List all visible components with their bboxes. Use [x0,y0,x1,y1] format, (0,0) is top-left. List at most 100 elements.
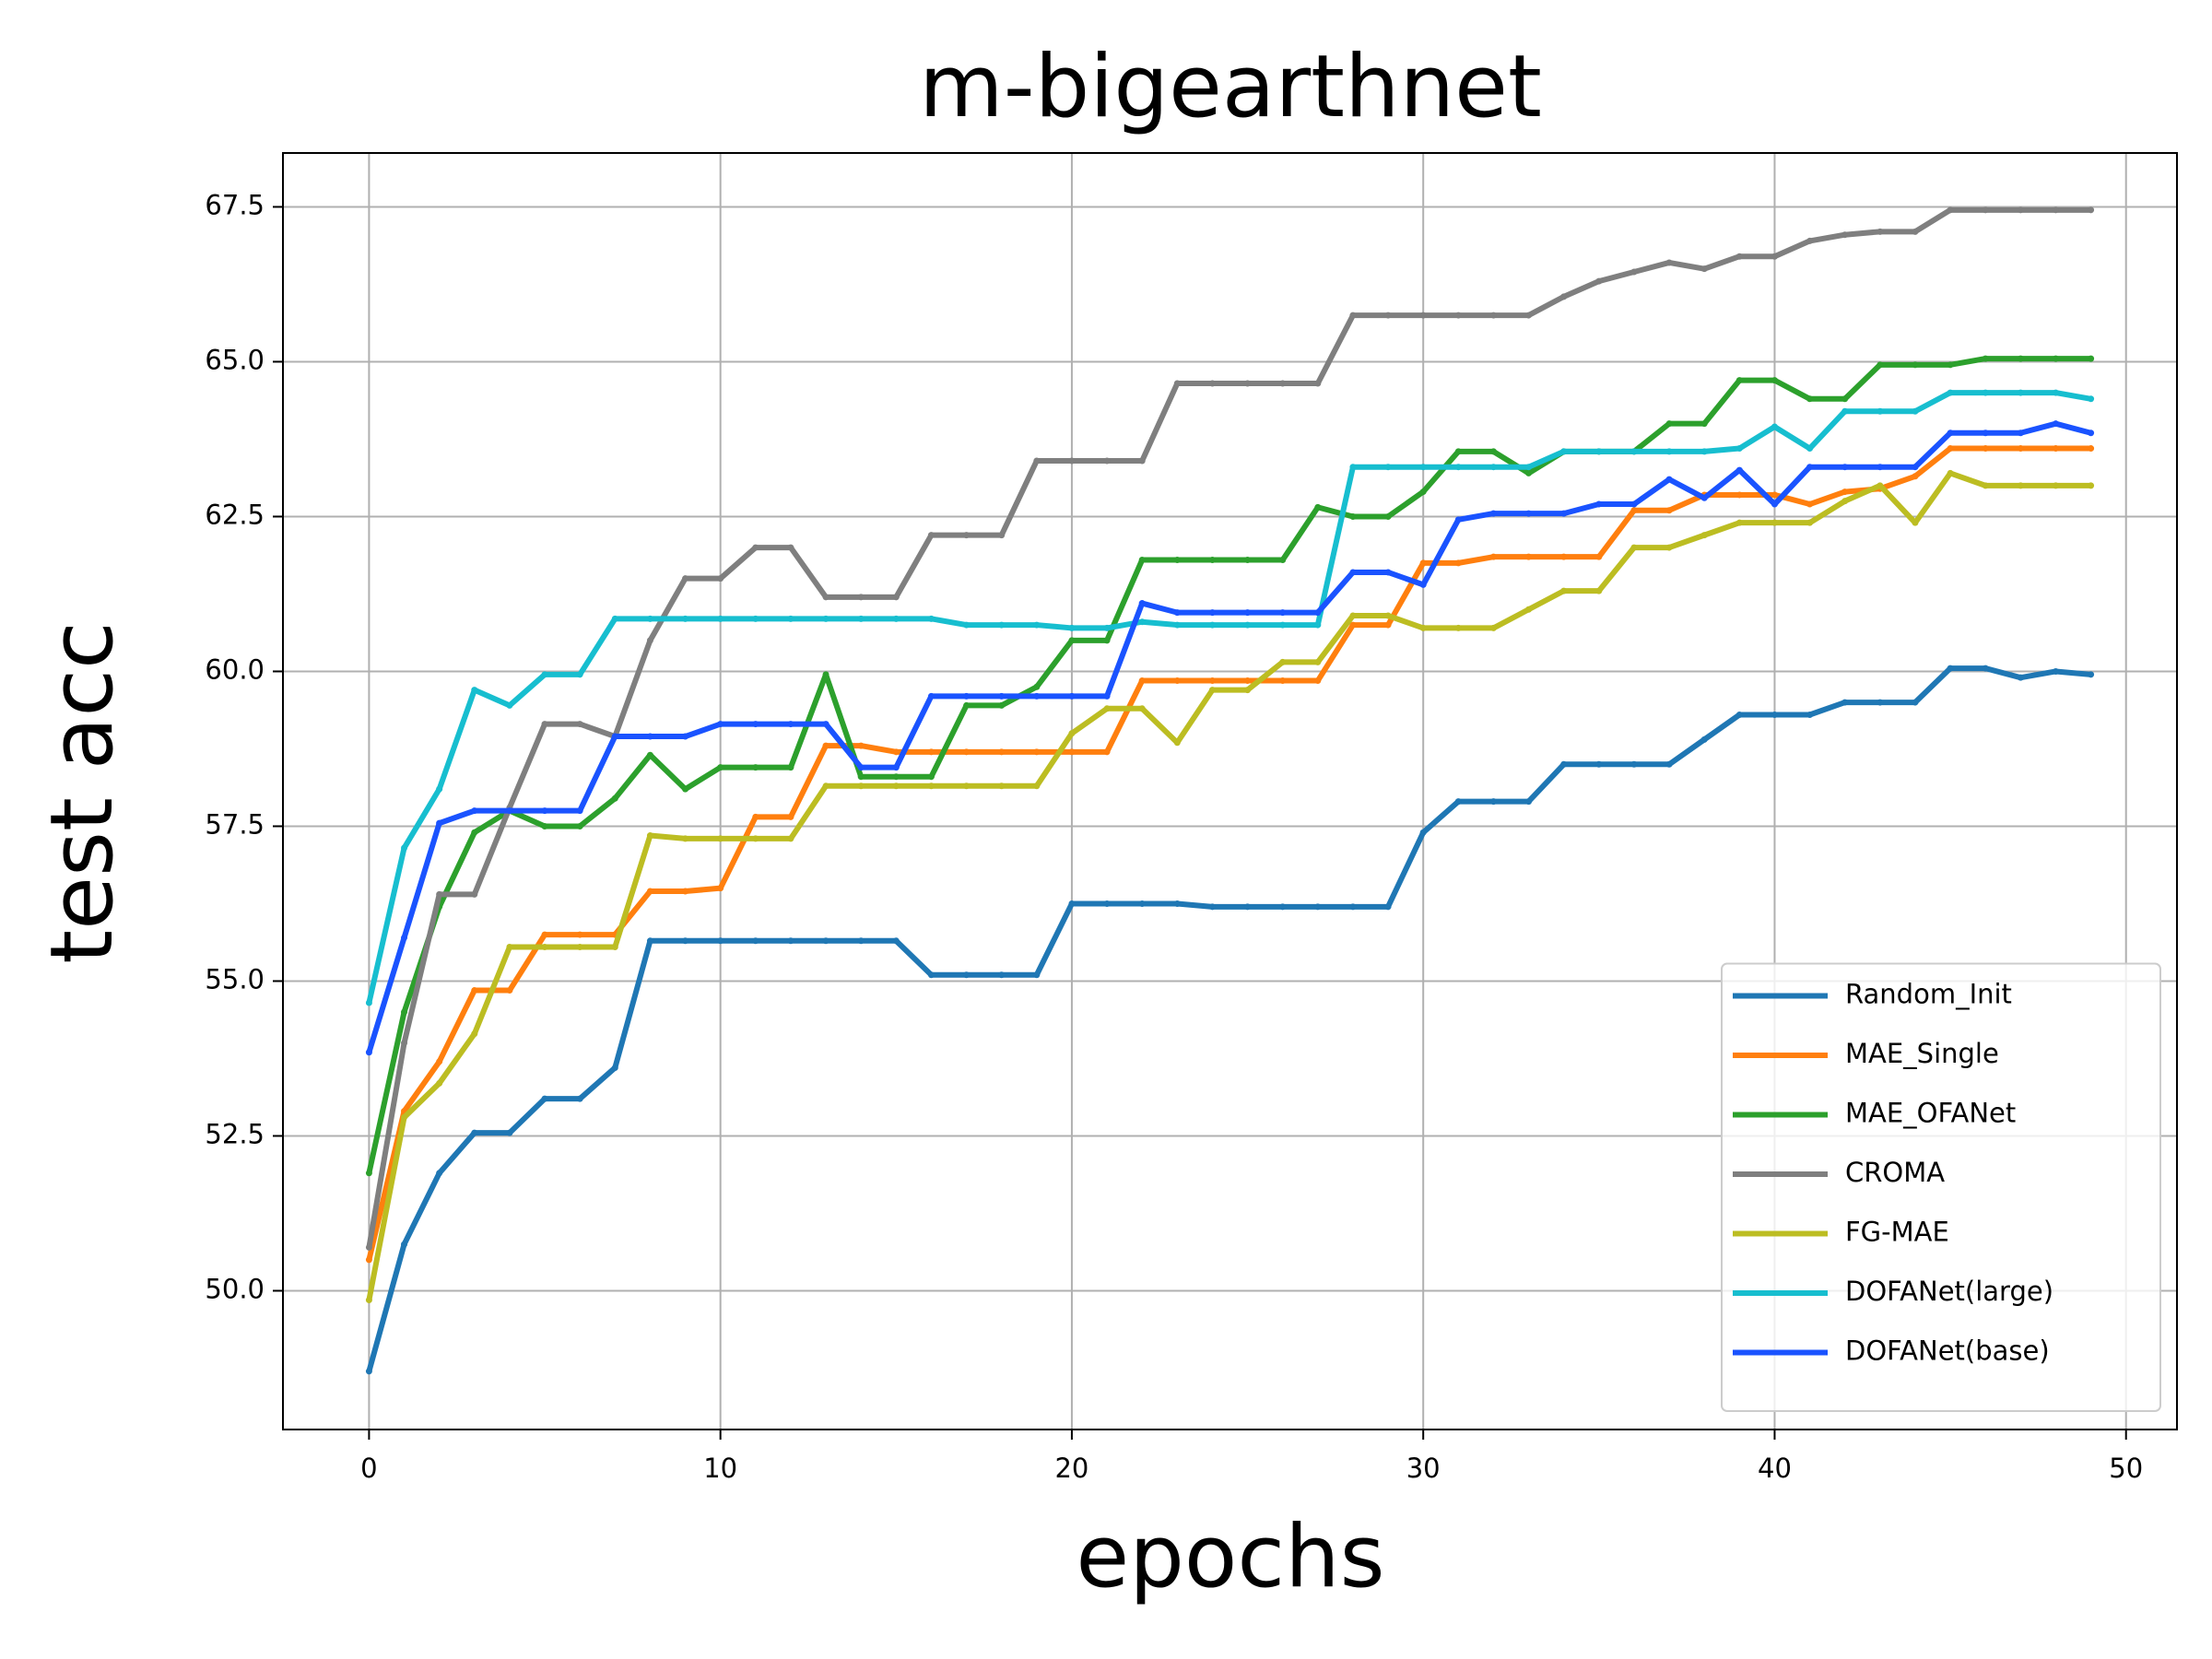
data-point [892,615,900,622]
data-point [1033,782,1041,790]
data-point [471,890,478,898]
data-point [1208,621,1216,629]
data-point [682,575,689,582]
data-point [471,987,478,994]
data-point [1068,457,1076,465]
data-point [1349,569,1357,576]
data-point [1419,581,1427,588]
data-point [1560,293,1568,300]
data-point [857,742,865,749]
data-point [2088,395,2095,403]
data-point [1806,445,1814,453]
data-point [1103,624,1111,631]
data-point [1735,253,1743,260]
x-tick-label: 0 [360,1453,377,1484]
data-point [1912,519,1919,526]
data-point [646,888,653,895]
y-tick-label: 55.0 [205,963,265,994]
x-tick-label: 50 [2109,1453,2143,1484]
data-point [2052,206,2059,214]
data-point [1173,739,1181,747]
data-point [1138,618,1146,626]
data-point [2052,667,2059,675]
data-point [1700,735,1708,743]
data-point [1244,903,1252,911]
data-point [1173,900,1181,907]
data-point [1877,699,1884,706]
data-point [857,782,865,790]
data-point [1454,624,1462,631]
data-point [1982,355,1989,362]
data-point [436,819,443,827]
data-point [541,807,548,815]
data-point [1349,903,1357,911]
data-point [1877,482,1884,489]
data-point [1877,464,1884,471]
data-point [1033,692,1041,700]
data-point [1419,488,1427,496]
data-point [927,692,935,700]
series [365,420,2095,1056]
data-point [1068,692,1076,700]
data-point [1103,637,1111,644]
data-point [365,999,372,1006]
data-point [1806,519,1814,526]
series-line [366,390,2092,1004]
data-point [1595,277,1603,285]
data-point [1630,760,1638,768]
data-point [2052,445,2059,453]
y-tick-label: 60.0 [205,653,265,685]
data-point [717,835,724,842]
data-point [857,764,865,771]
data-point [1912,228,1919,235]
data-point [2052,355,2059,362]
x-tick-label: 20 [1054,1453,1088,1484]
data-point [2017,674,2024,681]
data-point [1735,377,1743,384]
data-point [1841,498,1849,505]
data-point [1419,559,1427,567]
data-point [717,721,724,728]
data-point [998,701,1006,709]
data-point [1947,445,1954,453]
data-point [787,615,794,622]
data-point [1489,448,1497,455]
data-point [1525,606,1533,613]
data-point [401,934,408,941]
data-point [646,637,653,644]
data-point [822,615,830,622]
legend-label: FG-MAE [1845,1217,1949,1248]
data-point [752,813,759,820]
data-point [787,835,794,842]
data-point [1208,903,1216,911]
data-point [892,937,900,945]
data-point [365,1368,372,1375]
series [365,469,2095,1304]
data-point [1982,482,1989,489]
data-point [682,937,689,945]
data-point [1806,464,1814,471]
data-point [2088,206,2095,214]
data-point [436,1170,443,1177]
data-point [1349,464,1357,471]
data-point [1735,712,1743,719]
data-point [1630,268,1638,276]
data-point [1454,798,1462,806]
data-point [1771,423,1778,430]
data-point [1665,760,1673,768]
data-point [1806,712,1814,719]
data-point [1244,677,1252,685]
data-point [1103,900,1111,907]
series [365,389,2095,1006]
series-line [366,445,2091,1261]
data-point [1279,903,1287,911]
data-point [471,829,478,836]
data-point [1912,361,1919,369]
y-tick-label: 65.0 [205,344,265,375]
data-point [1771,491,1778,499]
data-point [857,594,865,601]
data-point [1947,206,1954,214]
data-point [998,692,1006,700]
data-point [752,937,759,945]
data-point [1349,612,1357,619]
